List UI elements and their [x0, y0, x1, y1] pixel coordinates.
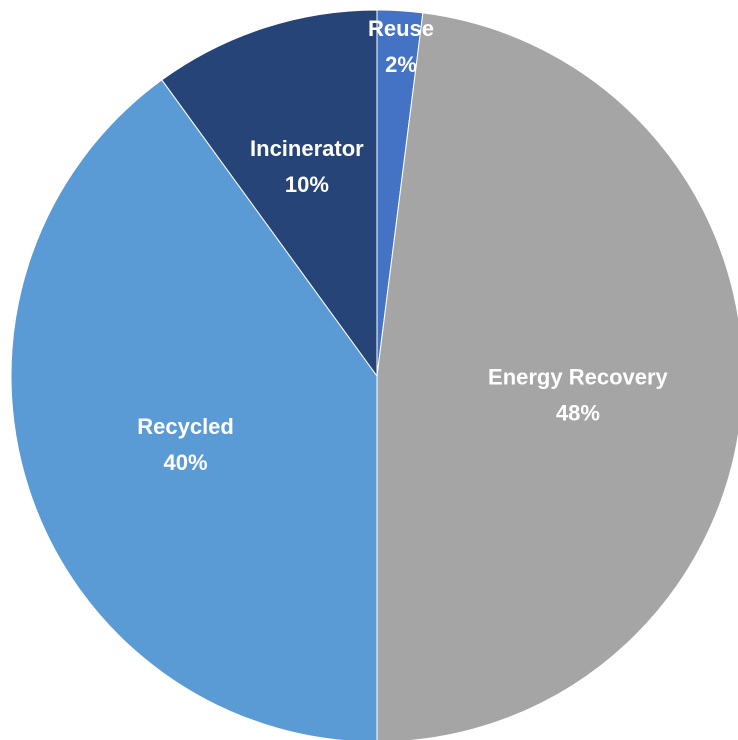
pie-labels: Reuse 2% Energy Recovery 48% Recycled 40% Inci…	[137, 16, 668, 475]
slice-value-reuse: 2%	[385, 52, 417, 77]
slice-label-incinerator: Incinerator 10%	[250, 136, 364, 197]
slice-value-energy-recovery: 48%	[556, 401, 600, 426]
slice-label-recycled: Recycled 40%	[137, 414, 234, 475]
slice-category-reuse: Reuse	[368, 16, 434, 41]
slice-value-incinerator: 10%	[285, 172, 329, 197]
pie-slice-recycled	[10, 79, 378, 740]
slice-category-recycled: Recycled	[137, 414, 234, 439]
pie-slices	[10, 9, 738, 740]
slice-label-energy-recovery: Energy Recovery 48%	[488, 365, 669, 426]
slice-category-incinerator: Incinerator	[250, 136, 364, 161]
slice-category-energy-recovery: Energy Recovery	[488, 365, 669, 390]
pie-slice-energy-recovery	[376, 12, 738, 740]
slice-value-recycled: 40%	[164, 450, 208, 475]
slice-label-reuse: Reuse 2%	[368, 16, 434, 77]
pie-slice-incinerator	[161, 9, 378, 378]
